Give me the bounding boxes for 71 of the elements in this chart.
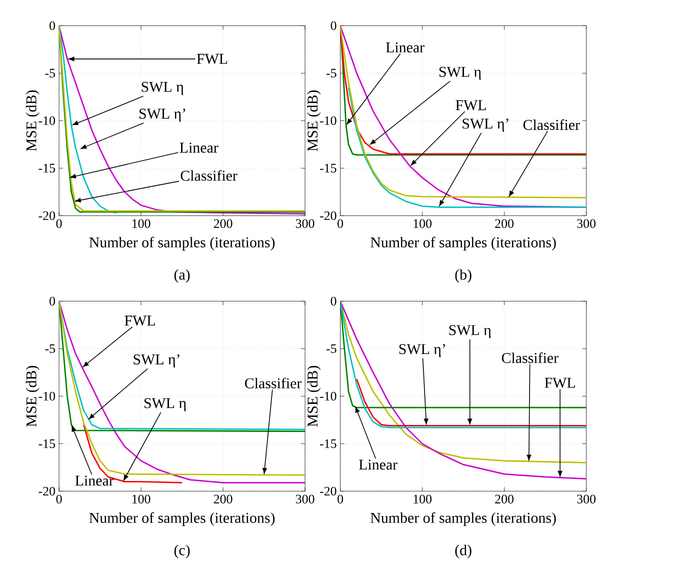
x-tick-label: 300 — [577, 219, 596, 228]
x-axis-title: Number of samples (iterations) — [89, 512, 275, 526]
annotation: SWL η’ — [140, 108, 186, 122]
y-axis-title: MSE (dB) — [307, 366, 321, 427]
y-tick-label: 0 — [50, 296, 56, 306]
text: (d) — [455, 544, 472, 558]
annotation: Linear — [359, 460, 398, 470]
x-axis-title: Number of samples (iterations) — [89, 236, 275, 250]
y-tick-label: 0 — [330, 21, 336, 30]
x-tick-label: 300 — [296, 494, 314, 504]
y-tick-label: -15 — [38, 439, 56, 448]
x-tick-label: 100 — [414, 219, 432, 228]
line-series — [348, 86, 586, 208]
text: (a) — [174, 269, 190, 283]
y-tick-label: -15 — [320, 439, 336, 448]
annotation: FWL — [196, 54, 228, 64]
x-axis-title: Number of samples (iterations) — [370, 236, 556, 250]
annotation: SWL η’ — [399, 344, 445, 358]
y-tick-label: 0 — [50, 21, 56, 30]
y-tick-label: -5 — [326, 344, 336, 353]
line-series — [340, 301, 586, 428]
annotation: Classifier — [180, 170, 238, 181]
x-tick-label: 100 — [132, 219, 150, 228]
annotation: SWL η — [449, 325, 491, 338]
y-tick-label: 0 — [330, 296, 336, 306]
annotation: Classifier — [245, 378, 302, 388]
x-tick-label: 200 — [495, 219, 514, 228]
y-tick-label: -20 — [38, 211, 56, 220]
x-tick-label: 100 — [132, 494, 150, 504]
line-series — [356, 378, 586, 426]
x-tick-label: 100 — [414, 494, 432, 504]
annotation: Classifier — [523, 119, 580, 130]
annotation: SWL η — [144, 398, 186, 412]
y-tick-label: -10 — [320, 116, 336, 126]
annotation: SWL η’ — [134, 354, 180, 368]
y-tick-label: -15 — [38, 164, 56, 173]
annotation: Linear — [386, 42, 424, 52]
x-tick-label: 200 — [495, 494, 514, 504]
annotation: Linear — [75, 476, 114, 486]
x-tick-label: 200 — [214, 219, 232, 228]
y-tick-label: -5 — [326, 68, 336, 78]
annotation: Linear — [180, 142, 218, 153]
y-axis-title: MSE (dB) — [307, 90, 321, 152]
annotation: SWL η — [439, 66, 481, 80]
x-tick-label: 0 — [56, 494, 62, 504]
annotation: Classifier — [502, 352, 558, 364]
y-tick-label: -10 — [38, 392, 56, 401]
x-tick-label: 0 — [338, 219, 344, 228]
annotation: SWL η — [142, 82, 184, 95]
y-tick-label: -20 — [320, 211, 336, 220]
y-tick-label: -20 — [38, 486, 56, 496]
y-tick-label: -20 — [320, 486, 336, 496]
x-tick-label: 300 — [577, 494, 596, 504]
x-tick-label: 300 — [296, 219, 314, 228]
y-tick-label: -5 — [45, 344, 56, 353]
y-tick-label: -15 — [320, 164, 336, 173]
y-tick-label: -5 — [45, 68, 56, 78]
y-axis-title: MSE (dB) — [26, 90, 40, 152]
text: (c) — [174, 544, 190, 558]
y-axis-title: MSE (dB) — [26, 366, 40, 427]
x-axis-title: Number of samples (iterations) — [370, 512, 556, 526]
text: (b) — [455, 269, 472, 283]
annotation: FWL — [544, 378, 575, 388]
x-tick-label: 200 — [214, 494, 232, 504]
x-tick-label: 0 — [338, 494, 344, 504]
annotation: FWL — [124, 316, 155, 326]
y-tick-label: -10 — [38, 116, 56, 126]
annotation: FWL — [456, 100, 486, 110]
annotation: SWL η’ — [462, 118, 508, 132]
y-tick-label: -10 — [320, 392, 336, 401]
x-tick-label: 0 — [56, 219, 62, 228]
